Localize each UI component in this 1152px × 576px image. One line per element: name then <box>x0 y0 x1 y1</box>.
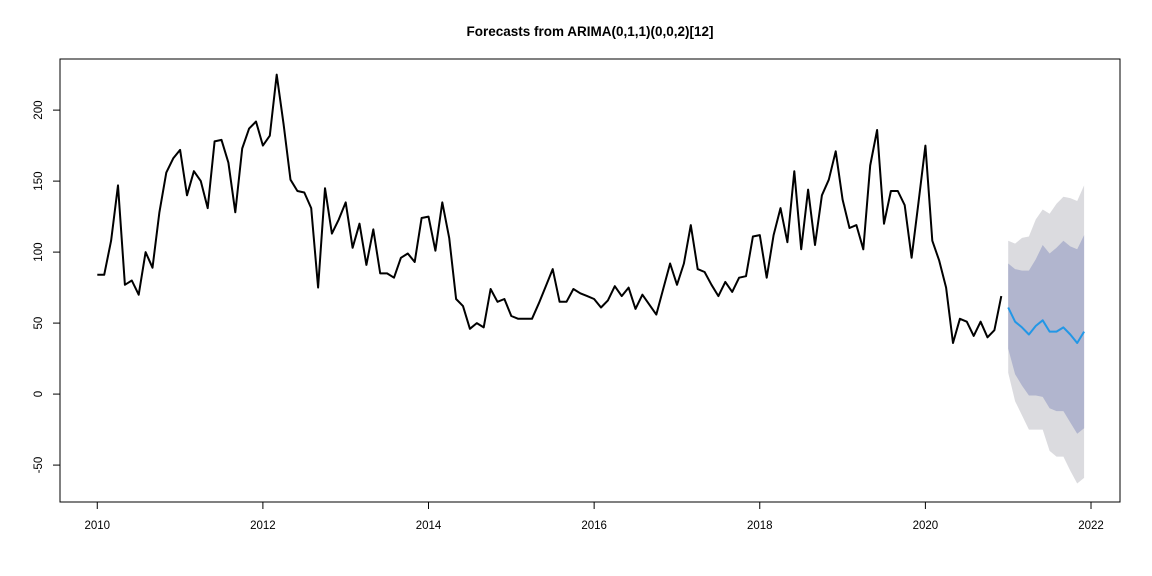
y-tick-label: -50 <box>33 457 45 474</box>
observed-series-line <box>97 73 1003 344</box>
band-80 <box>1008 235 1085 434</box>
series-lines <box>97 73 1085 344</box>
y-tick-label: 200 <box>33 101 45 120</box>
y-axis: -50 0 50 100 150 200 <box>33 101 61 474</box>
x-tick-label: 2012 <box>250 520 276 532</box>
x-tick-label: 2016 <box>581 520 607 532</box>
forecast-series-line <box>1007 307 1085 344</box>
x-tick-label: 2018 <box>747 520 773 532</box>
x-axis: 2010 2012 2014 2016 2018 2020 2022 <box>84 501 1104 532</box>
x-tick-label: 2022 <box>1078 520 1104 532</box>
y-tick-label: 150 <box>33 172 45 191</box>
plot-frame <box>59 58 1121 503</box>
x-tick-label: 2014 <box>416 520 442 532</box>
chart-title: Forecasts from ARIMA(0,1,1)(0,0,2)[12] <box>466 24 713 39</box>
y-tick-label: 100 <box>33 243 45 262</box>
x-tick-label: 2010 <box>84 520 110 532</box>
y-tick-label: 0 <box>33 391 45 397</box>
x-tick-label: 2020 <box>913 520 939 532</box>
y-tick-label: 50 <box>33 317 45 330</box>
prediction-intervals <box>1008 185 1085 484</box>
